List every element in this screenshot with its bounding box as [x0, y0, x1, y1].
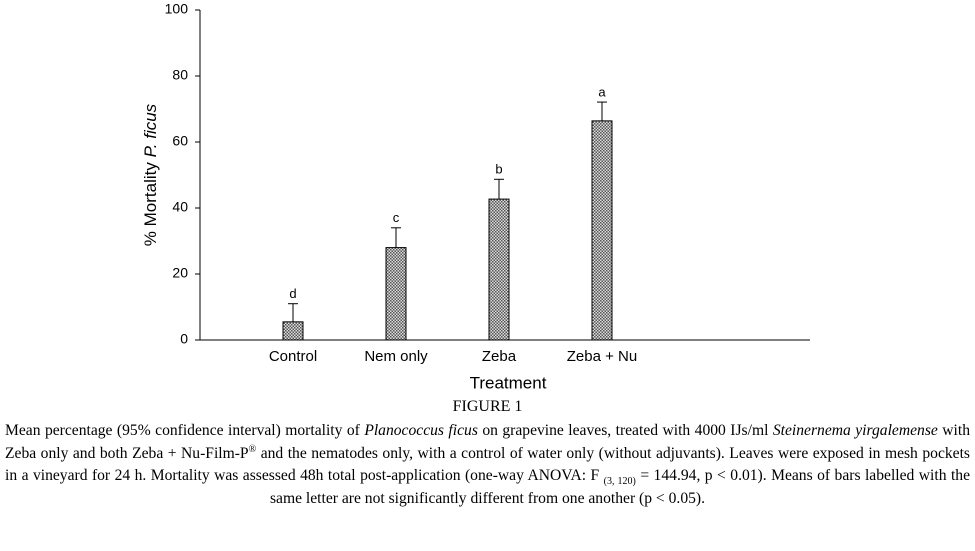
caption-segment: = 144.94, p < 0.01). Means of bars label… — [269, 467, 970, 507]
y-axis-label: % Mortality P. ficus — [141, 103, 160, 246]
x-tick-label: Zeba — [482, 348, 517, 365]
caption-segment: (3, 120) — [603, 476, 636, 488]
figure-label: FIGURE 1 — [452, 398, 523, 415]
y-tick-label: 80 — [172, 67, 188, 83]
bar — [282, 321, 304, 341]
y-tick-label: 0 — [180, 331, 188, 347]
x-tick-label: Nem only — [364, 348, 428, 365]
caption-segment: Steinernema yirgalemense — [772, 422, 938, 439]
caption-segment: Planococcus ficus — [364, 422, 478, 439]
x-axis-label: Treatment — [470, 373, 547, 392]
caption-segment: with Zeba only and both Zeba + Nu-Film-P — [5, 422, 970, 462]
caption-segment: on grapevine leaves, treated with 4000 I… — [477, 422, 773, 439]
caption-segment: and the nematodes only, with a control o… — [5, 444, 970, 485]
x-tick-label: Zeba + Nu — [567, 348, 637, 365]
x-tick-label: Control — [269, 348, 317, 365]
y-tick-label: 20 — [172, 265, 188, 281]
significance-letter: c — [393, 210, 400, 225]
caption-segment: ® — [248, 443, 257, 455]
caption-segment: Mean percentage (95% confidence interval… — [5, 422, 365, 439]
y-tick-label: 100 — [165, 1, 189, 17]
y-label-italic: P. ficus — [141, 103, 160, 157]
bar — [385, 247, 407, 341]
significance-letter: b — [495, 162, 502, 177]
y-label-text: % Mortality — [141, 162, 160, 247]
bar — [591, 120, 613, 341]
y-tick-label: 40 — [172, 199, 188, 215]
significance-letter: d — [289, 286, 296, 301]
y-tick-label: 60 — [172, 133, 188, 149]
significance-letter: a — [598, 85, 606, 100]
chart: Treatment % Mortality P. ficus 0 20 40 60 80… — [141, 1, 810, 392]
bar — [488, 198, 510, 341]
caption: Mean percentage (95% confidence interval… — [5, 420, 970, 510]
